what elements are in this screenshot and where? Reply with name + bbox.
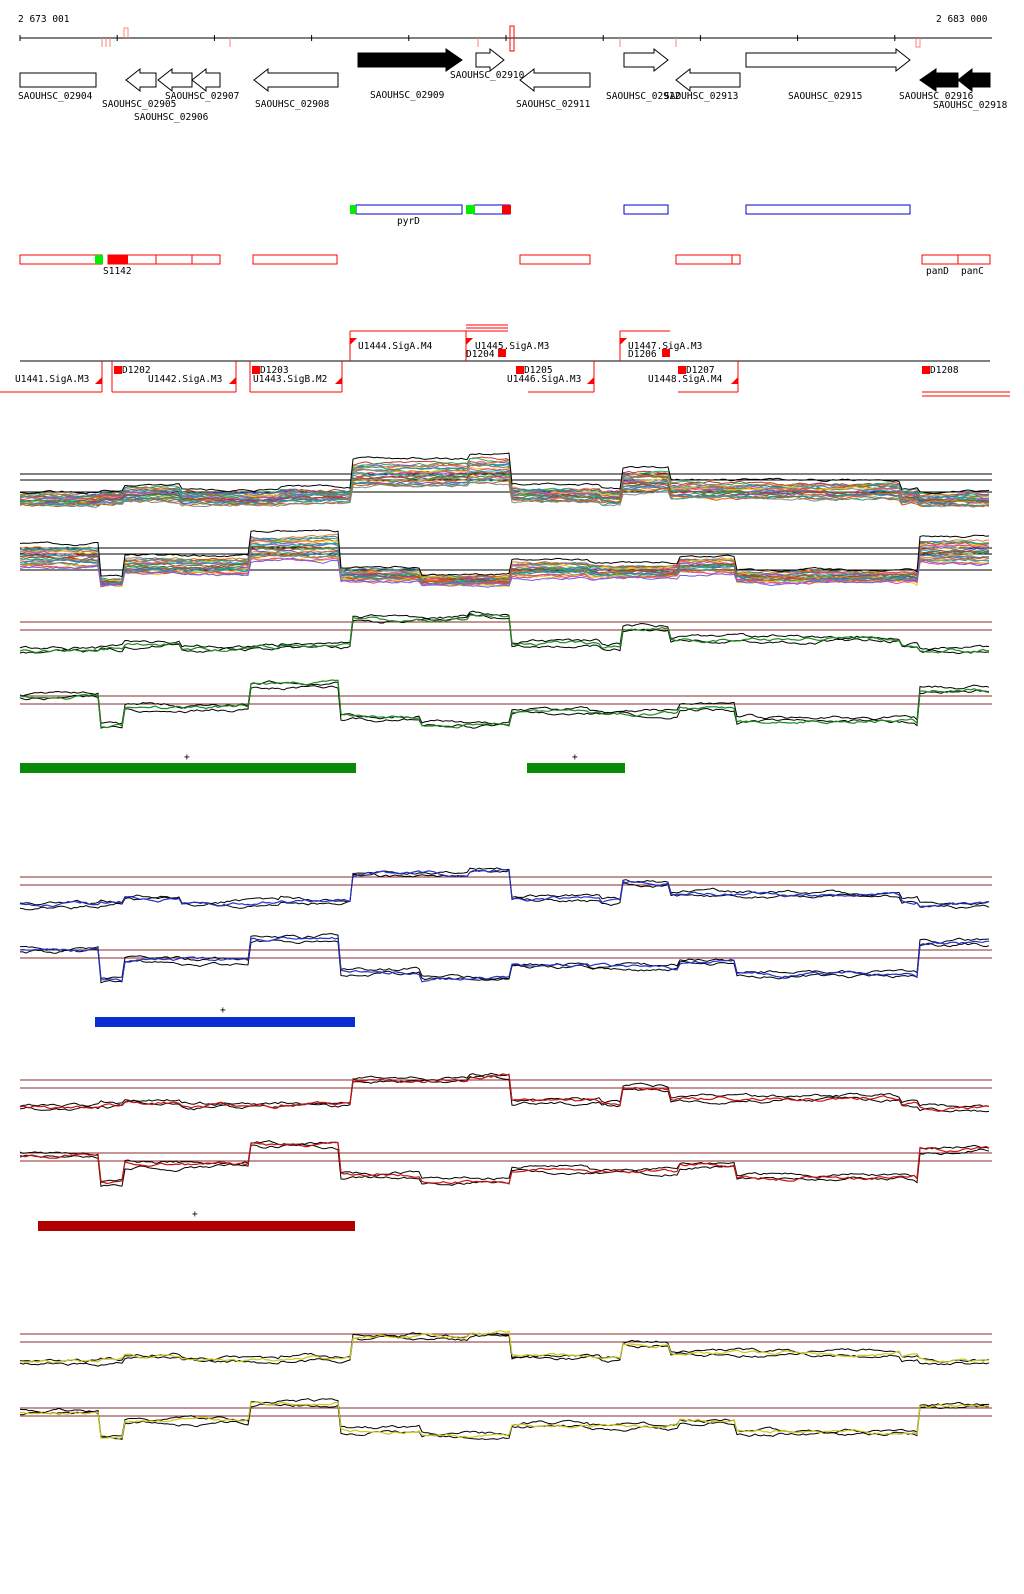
condition-profile-forward bbox=[19, 1334, 990, 1367]
overview-profile-forward bbox=[19, 462, 990, 501]
gene-label: SAOUHSC_02906 bbox=[134, 112, 209, 123]
promoter-label-u1444: U1444.SigA.M4 bbox=[358, 341, 433, 352]
gene-label: SAOUHSC_02911 bbox=[516, 99, 591, 110]
gene-label: SAOUHSC_02909 bbox=[370, 90, 445, 101]
feature-label-d1208: D1208 bbox=[930, 365, 959, 376]
overview-profile-reverse bbox=[19, 552, 990, 587]
condition-profile-reverse bbox=[19, 679, 990, 729]
gene-02905[interactable]: SAOUHSC_02905 bbox=[102, 67, 176, 110]
operon-label-panc: panC bbox=[961, 266, 984, 277]
gene-label: SAOUHSC_02904 bbox=[18, 91, 93, 102]
overview-profile-forward bbox=[19, 478, 990, 508]
overview-profile-forward bbox=[19, 480, 990, 508]
overview-profile-forward bbox=[19, 452, 990, 495]
condition-profile-forward bbox=[19, 1073, 990, 1112]
gene-02912[interactable]: SAOUHSC_02912 bbox=[606, 47, 680, 102]
promoter-label-u1442: U1442.SigA.M3 bbox=[148, 374, 222, 385]
red-segment-bar[interactable] bbox=[38, 1221, 355, 1231]
overview-profile-reverse bbox=[19, 557, 990, 588]
gene-02918[interactable]: SAOUHSC_02918 bbox=[933, 67, 1008, 111]
coord-end-label: 2 683 000 bbox=[936, 14, 988, 25]
segment-bars: + + + + bbox=[20, 752, 625, 1231]
gene-02916[interactable]: SAOUHSC_02916 bbox=[899, 68, 974, 102]
gene-02906[interactable]: SAOUHSC_02906 bbox=[134, 67, 209, 123]
gene-02915[interactable]: SAOUHSC_02915 bbox=[745, 47, 911, 102]
gene-02904[interactable]: SAOUHSC_02904 bbox=[18, 72, 97, 102]
gene-label: SAOUHSC_02915 bbox=[788, 91, 862, 102]
gene-label: SAOUHSC_02905 bbox=[102, 99, 176, 110]
green-segment-bar-left[interactable] bbox=[20, 763, 356, 773]
blue-segment-mark: + bbox=[220, 1005, 226, 1016]
condition-profile-reverse bbox=[19, 1141, 990, 1185]
overview-profile-reverse bbox=[19, 529, 990, 578]
operon-label-pand: panD bbox=[926, 266, 949, 277]
condition-profile-forward bbox=[19, 610, 990, 651]
promoter-label-u1448: U1448.SigA.M4 bbox=[648, 374, 723, 385]
feature-label-d1202: D1202 bbox=[122, 365, 151, 376]
feature-label-d1207: D1207 bbox=[686, 365, 715, 376]
condition-profile-reverse bbox=[19, 936, 989, 983]
feature-label-d1204: D1204 bbox=[466, 349, 495, 360]
promoter-label-u1443: U1443.SigB.M2 bbox=[253, 374, 327, 385]
gene-02910[interactable]: SAOUHSC_02910 bbox=[450, 47, 525, 81]
expression-profile-tracks bbox=[19, 452, 992, 1441]
gene-02913[interactable]: SAOUHSC_02913 bbox=[664, 67, 741, 102]
operon-track: pyrD S1142 panD panC bbox=[19, 204, 991, 277]
feature-track: U1441.SigA.M3 D1202 U1442.SigA.M3 D1203 … bbox=[0, 324, 1010, 397]
feature-label-d1205: D1205 bbox=[524, 365, 553, 376]
coord-start-label: 2 673 001 bbox=[18, 14, 70, 25]
condition-profile-forward bbox=[19, 1072, 990, 1108]
gene-02911[interactable]: SAOUHSC_02911 bbox=[516, 67, 591, 110]
gene-label: SAOUHSC_02908 bbox=[255, 99, 330, 110]
condition-profile-forward bbox=[19, 868, 990, 908]
condition-profile-forward bbox=[19, 1075, 990, 1113]
gene-label: SAOUHSC_02910 bbox=[450, 70, 525, 81]
green-segment-mark-left: + bbox=[184, 752, 190, 763]
promoter-label-u1445: U1445.SigA.M3 bbox=[475, 341, 549, 352]
operon-label-s1142: S1142 bbox=[103, 266, 132, 277]
promoter-label-u1446: U1446.SigA.M3 bbox=[507, 374, 581, 385]
operon-label-pyrd: pyrD bbox=[397, 216, 420, 227]
green-segment-mark-right: + bbox=[572, 752, 578, 763]
gene-label: SAOUHSC_02913 bbox=[664, 91, 738, 102]
gene-label: SAOUHSC_02912 bbox=[606, 91, 680, 102]
condition-profile-forward bbox=[19, 1330, 990, 1364]
gene-track: SAOUHSC_02904 SAOUHSC_02905 SAOUHSC_0290… bbox=[18, 47, 1008, 123]
red-segment-mark: + bbox=[192, 1209, 198, 1220]
overview-profile-forward bbox=[19, 475, 990, 506]
green-segment-bar-right[interactable] bbox=[527, 763, 625, 773]
promoter-label-u1447: U1447.SigA.M3 bbox=[628, 341, 702, 352]
condition-profile-forward bbox=[19, 613, 990, 655]
gene-02908[interactable]: SAOUHSC_02908 bbox=[253, 67, 339, 110]
blue-segment-bar[interactable] bbox=[95, 1017, 355, 1027]
condition-profile-forward bbox=[19, 613, 990, 654]
condition-profile-forward bbox=[19, 869, 990, 911]
condition-profile-reverse bbox=[20, 939, 990, 984]
feature-label-d1203: D1203 bbox=[260, 365, 289, 376]
gene-label: SAOUHSC_02907 bbox=[165, 91, 239, 102]
gene-02909[interactable]: SAOUHSC_02909 bbox=[357, 48, 463, 101]
coordinate-ruler: 2 673 001 2 683 000 bbox=[18, 14, 992, 52]
gene-label: SAOUHSC_02918 bbox=[933, 100, 1008, 111]
promoter-label-u1441: U1441.SigA.M3 bbox=[15, 374, 89, 385]
condition-profile-forward bbox=[19, 1332, 990, 1363]
condition-profile-reverse bbox=[19, 1140, 990, 1183]
condition-profile-reverse bbox=[19, 680, 990, 726]
condition-profile-reverse bbox=[19, 1400, 990, 1440]
condition-profile-reverse bbox=[19, 1143, 990, 1187]
gene-label: SAOUHSC_02916 bbox=[899, 91, 974, 102]
overview-profile-forward bbox=[19, 481, 990, 509]
feature-label-d1206: D1206 bbox=[628, 349, 657, 360]
gene-02907[interactable]: SAOUHSC_02907 bbox=[165, 67, 239, 102]
